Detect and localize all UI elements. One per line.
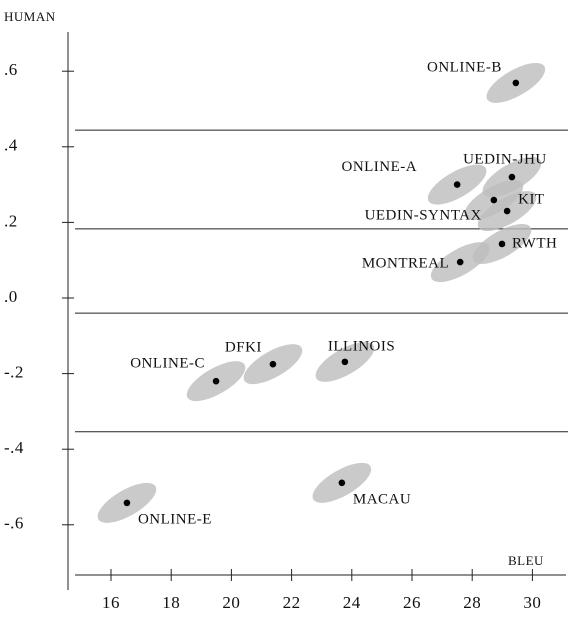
x-tick-label: 28	[463, 593, 481, 612]
point	[512, 79, 520, 87]
point-label: MACAU	[353, 491, 411, 507]
point	[490, 196, 498, 204]
point-label: DFKI	[225, 340, 262, 356]
point	[341, 358, 349, 366]
x-tick-label: 16	[102, 593, 120, 612]
point-label: UEDIN-SYNTAX	[365, 208, 482, 224]
point	[498, 240, 506, 248]
point-label: KIT	[518, 191, 545, 207]
y-tick-label: .2	[4, 211, 18, 230]
x-axis-label: BLEU	[508, 553, 544, 568]
point	[503, 207, 511, 215]
point-label: RWTH	[512, 235, 557, 251]
y-tick-label: -.2	[4, 363, 24, 382]
y-tick-label: .0	[4, 287, 18, 306]
x-tick-label: 26	[403, 593, 421, 612]
point-label: ONLINE-C	[130, 356, 205, 372]
y-axis-label: HUMAN	[4, 9, 56, 24]
point-label: MONTREAL	[362, 256, 449, 272]
x-tick-label: 30	[523, 593, 541, 612]
point-label: ONLINE-E	[138, 511, 212, 527]
point	[212, 377, 220, 385]
y-tick-label: .6	[4, 60, 18, 79]
y-tick-label: -.6	[4, 514, 24, 533]
point	[338, 479, 346, 487]
point	[123, 499, 131, 507]
x-tick-label: 18	[162, 593, 180, 612]
point	[453, 181, 461, 188]
point	[269, 360, 277, 368]
y-tick-label: .4	[4, 136, 18, 155]
point-label: ONLINE-B	[427, 59, 502, 75]
point	[456, 258, 464, 266]
point-label: ILLINOIS	[328, 338, 395, 354]
point-label: ONLINE-A	[341, 159, 417, 175]
x-tick-label: 24	[343, 593, 361, 612]
x-tick-label: 22	[283, 593, 301, 612]
point-label: UEDIN-JHU	[463, 151, 547, 167]
y-tick-label: -.4	[4, 438, 24, 457]
x-tick-label: 20	[222, 593, 240, 612]
point	[508, 173, 516, 181]
